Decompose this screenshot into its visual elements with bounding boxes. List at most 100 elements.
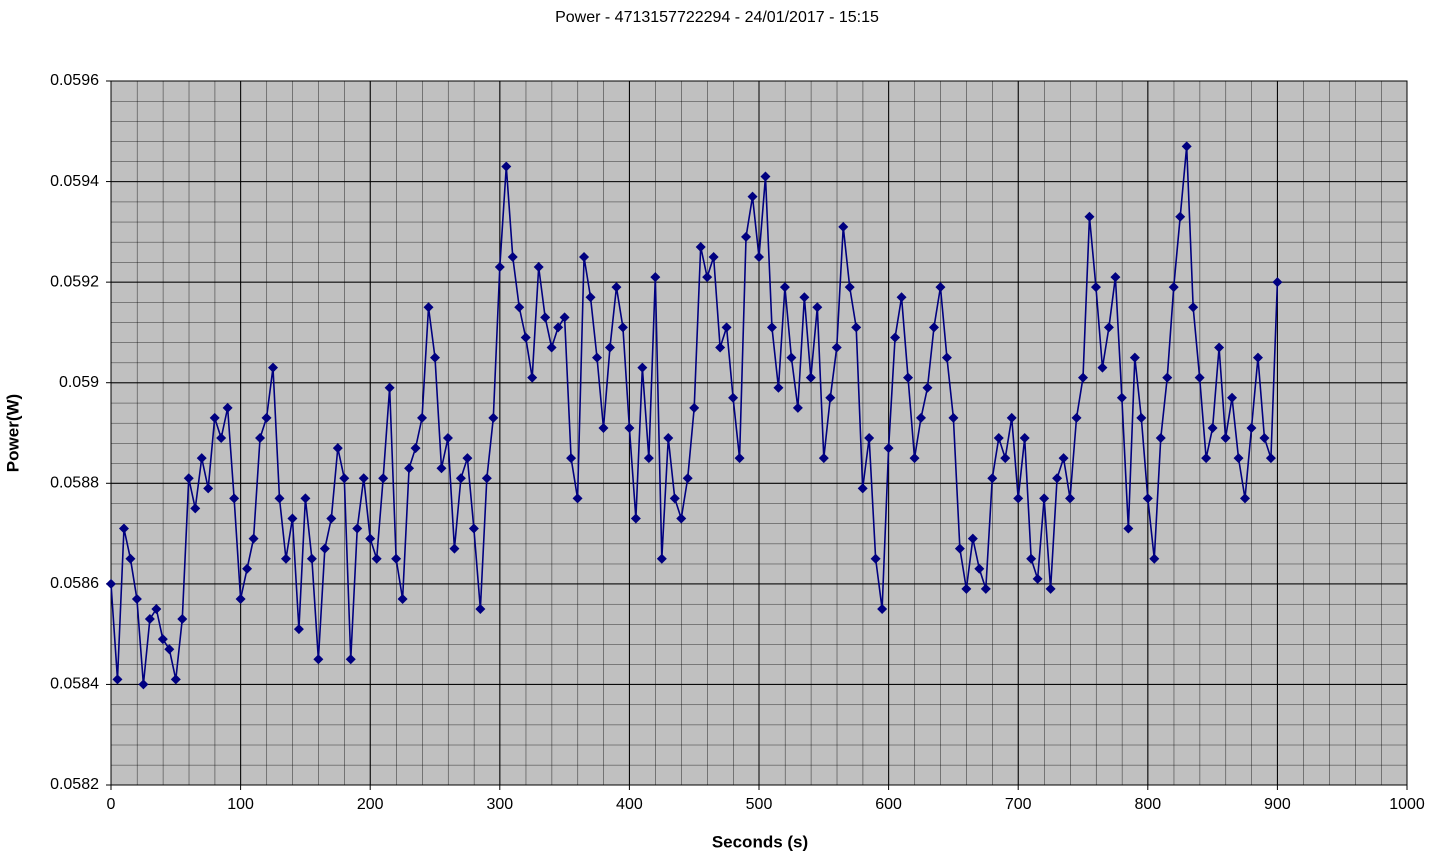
point-marker bbox=[650, 272, 661, 283]
point-marker bbox=[430, 352, 440, 363]
point-marker bbox=[242, 563, 253, 574]
y-tick-label: 0.0594 bbox=[50, 173, 99, 190]
point-marker bbox=[177, 614, 188, 625]
point-marker bbox=[1123, 523, 1134, 534]
point-marker bbox=[728, 392, 739, 403]
point-marker bbox=[941, 352, 952, 363]
point-marker bbox=[1220, 433, 1231, 444]
point-marker bbox=[851, 322, 862, 333]
point-marker bbox=[637, 362, 648, 373]
point-marker bbox=[527, 372, 538, 383]
point-marker bbox=[248, 533, 259, 544]
point-marker bbox=[792, 402, 803, 413]
point-marker bbox=[112, 674, 123, 685]
point-marker bbox=[423, 302, 434, 313]
x-tick-label: 300 bbox=[486, 796, 513, 813]
y-tick-label: 0.0584 bbox=[50, 676, 99, 693]
point-marker bbox=[229, 493, 240, 504]
point-marker bbox=[384, 382, 395, 393]
point-marker bbox=[954, 543, 965, 554]
point-marker bbox=[1142, 493, 1153, 504]
point-marker bbox=[689, 402, 700, 413]
point-marker bbox=[572, 493, 583, 504]
point-marker bbox=[1214, 342, 1225, 353]
point-marker bbox=[468, 523, 479, 534]
point-marker bbox=[773, 382, 784, 393]
point-marker bbox=[1272, 277, 1283, 288]
point-marker bbox=[196, 453, 207, 464]
point-marker bbox=[890, 332, 901, 343]
point-marker bbox=[766, 322, 777, 333]
point-marker bbox=[741, 231, 752, 242]
point-marker bbox=[747, 191, 758, 202]
point-marker bbox=[125, 553, 136, 564]
point-marker bbox=[592, 352, 602, 363]
point-marker bbox=[170, 674, 181, 685]
point-marker bbox=[397, 593, 408, 604]
point-marker bbox=[831, 342, 842, 353]
point-marker bbox=[326, 513, 337, 524]
point-marker bbox=[721, 322, 732, 333]
point-marker bbox=[935, 282, 946, 293]
point-marker bbox=[352, 523, 363, 534]
point-marker bbox=[928, 322, 939, 333]
point-marker bbox=[1006, 412, 1017, 423]
point-marker bbox=[371, 553, 382, 564]
point-marker bbox=[1194, 372, 1205, 383]
point-marker bbox=[436, 463, 447, 474]
point-marker bbox=[715, 342, 726, 353]
point-marker bbox=[708, 252, 719, 262]
point-marker bbox=[604, 342, 615, 353]
point-marker bbox=[391, 553, 402, 564]
point-marker bbox=[1201, 453, 1212, 464]
point-marker bbox=[1246, 422, 1257, 433]
y-tick-label: 0.0582 bbox=[50, 776, 99, 793]
point-marker bbox=[345, 654, 356, 665]
y-axis-label: Power(W) bbox=[3, 394, 22, 472]
chart-title: Power - 4713157722294 - 24/01/2017 - 15:… bbox=[555, 9, 879, 26]
point-marker bbox=[417, 412, 428, 423]
point-marker bbox=[1136, 412, 1147, 423]
point-marker bbox=[870, 553, 881, 564]
x-tick-label: 100 bbox=[227, 796, 254, 813]
point-marker bbox=[1227, 392, 1238, 403]
point-marker bbox=[339, 473, 350, 484]
point-marker bbox=[1026, 553, 1037, 564]
point-marker bbox=[209, 412, 220, 423]
point-marker bbox=[190, 503, 201, 514]
point-marker bbox=[754, 252, 764, 262]
point-marker bbox=[909, 453, 920, 464]
point-marker bbox=[533, 262, 544, 273]
point-marker bbox=[410, 443, 421, 454]
point-marker bbox=[1052, 473, 1063, 484]
point-marker bbox=[138, 679, 149, 690]
x-axis-label: Seconds (s) bbox=[712, 832, 808, 851]
point-marker bbox=[1084, 211, 1095, 222]
point-marker bbox=[948, 412, 959, 423]
point-marker bbox=[559, 312, 570, 323]
point-marker bbox=[268, 362, 278, 373]
point-marker bbox=[1175, 211, 1186, 222]
point-marker bbox=[1065, 493, 1076, 504]
point-marker bbox=[676, 513, 687, 524]
point-marker bbox=[1097, 362, 1108, 373]
point-marker bbox=[1013, 493, 1024, 504]
point-marker bbox=[1032, 573, 1043, 584]
x-tick-label: 800 bbox=[1134, 796, 1161, 813]
point-marker bbox=[1155, 433, 1166, 444]
point-marker bbox=[630, 513, 641, 524]
point-marker bbox=[1168, 282, 1179, 293]
point-marker bbox=[118, 523, 129, 534]
point-marker bbox=[514, 302, 525, 313]
point-marker bbox=[306, 553, 317, 564]
point-marker bbox=[462, 453, 473, 464]
point-marker bbox=[1116, 392, 1127, 403]
x-tick-label: 0 bbox=[107, 796, 116, 813]
y-tick-label: 0.059 bbox=[59, 374, 99, 391]
point-marker bbox=[319, 543, 330, 554]
point-marker bbox=[844, 282, 855, 293]
point-marker bbox=[812, 302, 823, 313]
point-marker bbox=[1259, 433, 1270, 444]
point-marker bbox=[980, 583, 991, 594]
